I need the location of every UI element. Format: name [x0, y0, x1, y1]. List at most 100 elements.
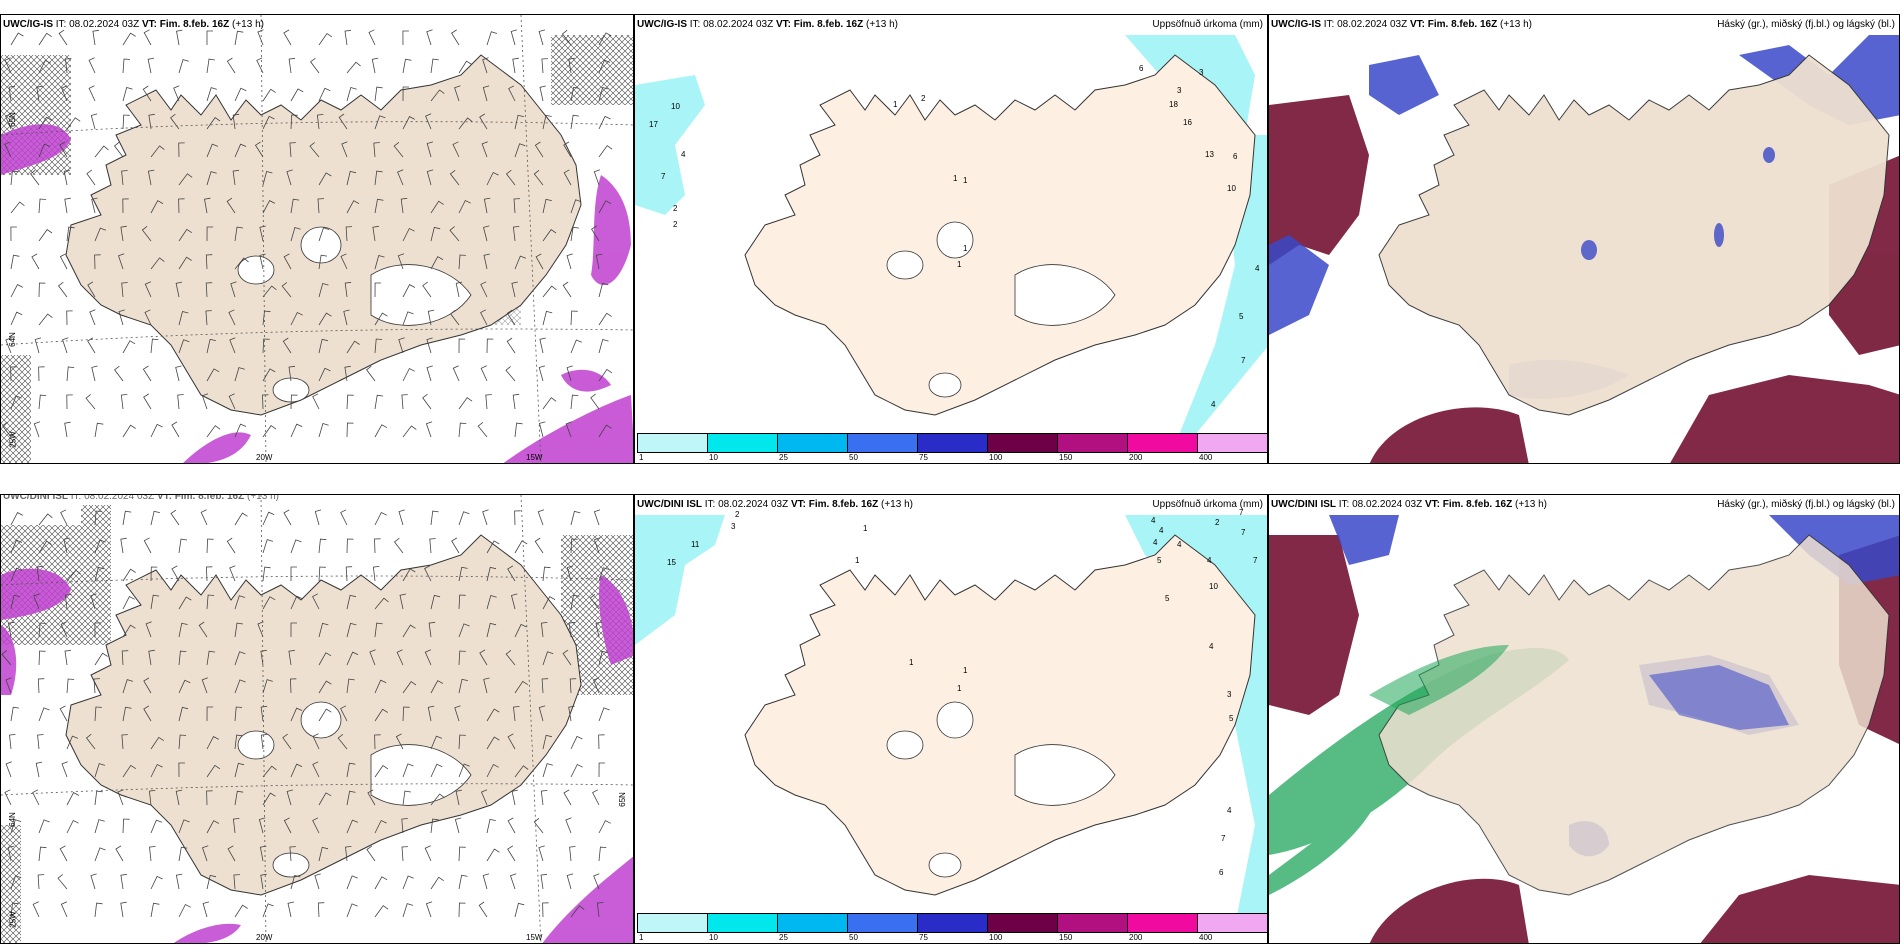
- cloud-title-bottom: Háský (gr.), miðský (fj.bl.) og lágský (…: [1717, 499, 1895, 510]
- precip-value-label: 6: [1219, 868, 1224, 877]
- colorbar-tick-label: 10: [709, 933, 718, 942]
- wind-barb: [64, 421, 71, 438]
- wind-barb: [10, 395, 22, 410]
- wind-barb: [121, 734, 128, 750]
- wind-barb: [260, 873, 267, 890]
- wind-barb: [374, 538, 381, 554]
- wind-barb: [150, 819, 163, 834]
- ice-caps: [886, 221, 1116, 398]
- wind-barb: [66, 678, 75, 694]
- wind-barb: [458, 650, 466, 666]
- wind-barb: [452, 365, 460, 382]
- precip-value-label: 4: [1177, 540, 1182, 549]
- wind-barb: [171, 565, 180, 582]
- wind-barb: [38, 819, 50, 834]
- wind-barb: [206, 117, 221, 130]
- wind-barb: [141, 225, 152, 242]
- wind-barb: [570, 339, 582, 354]
- wind-barb: [33, 421, 41, 438]
- axis-label-65n: 65N: [7, 112, 17, 127]
- wind-barb: [486, 171, 499, 186]
- wind-barb: [454, 705, 461, 722]
- wind-barb: [398, 337, 405, 354]
- wind-barb: [478, 901, 488, 918]
- wind-barb: [344, 29, 351, 46]
- wind-barb: [122, 818, 130, 834]
- wind-barb: [10, 875, 22, 890]
- wind-barb: [402, 568, 416, 582]
- wind-barb: [366, 365, 376, 382]
- wind-barb: [426, 141, 434, 158]
- wind-barb: [598, 424, 612, 438]
- wind-barb: [570, 199, 582, 214]
- wind-barb: [540, 873, 548, 890]
- wind-barb: [486, 338, 494, 354]
- wind-barb: [450, 309, 460, 326]
- wind-barb: [37, 734, 44, 750]
- wind-barb: [10, 366, 17, 382]
- wind-barb: [171, 421, 180, 438]
- wind-barb: [372, 225, 379, 242]
- wind-barb: [318, 254, 328, 270]
- precip-colorbar-ticks-bottom: 1 10 25 50 75 100 150 200 400: [637, 933, 1267, 943]
- wind-barb: [206, 820, 220, 834]
- wind-barb: [4, 789, 12, 806]
- wind-barb: [38, 59, 51, 74]
- wind-barb: [542, 285, 557, 298]
- wind-barb: [94, 790, 103, 806]
- wind-barb: [458, 60, 472, 74]
- wind-barb: [206, 87, 218, 102]
- wind-barb: [542, 229, 557, 242]
- wind-barb: [201, 845, 209, 862]
- wind-barb: [482, 509, 489, 526]
- wind-barb: [570, 763, 583, 778]
- wind-barb: [38, 313, 53, 326]
- wind-barb: [514, 765, 529, 778]
- wind-barb: [598, 339, 609, 354]
- wind-barb: [175, 789, 183, 806]
- wind-barb: [486, 622, 497, 638]
- wind-barb: [426, 169, 434, 186]
- ice-caps: [237, 701, 472, 878]
- wind-barb: [374, 394, 384, 410]
- wind-barb: [178, 142, 185, 158]
- wind-barb: [170, 113, 180, 130]
- wind-barb: [38, 622, 47, 638]
- wind-barb: [507, 817, 516, 834]
- wind-barb: [283, 29, 292, 46]
- wind-barb: [122, 87, 133, 102]
- precip-value-label: 11: [691, 540, 700, 549]
- wind-barb: [57, 874, 68, 890]
- wind-barb: [37, 874, 45, 890]
- wind-barb: [59, 141, 68, 158]
- wind-barb: [201, 393, 209, 410]
- wind-barb: [486, 763, 499, 778]
- wind-barb: [538, 29, 546, 46]
- wind-barb: [290, 423, 303, 438]
- wind-barb: [228, 309, 236, 326]
- precip-value-label: 3: [1199, 68, 1204, 77]
- precip-value-label: 7: [1241, 356, 1246, 365]
- colorbar-tick-label: 200: [1129, 933, 1143, 942]
- wind-barb: [178, 734, 187, 750]
- wind-barb: [122, 764, 137, 778]
- wind-barb: [318, 708, 332, 722]
- wind-barb: [34, 337, 42, 354]
- wind-barb: [542, 310, 553, 326]
- wind-barb: [122, 32, 136, 46]
- wind-barb: [176, 29, 183, 46]
- wind-barb: [4, 57, 12, 74]
- wind-barb: [511, 281, 518, 298]
- wind-barb: [234, 512, 248, 526]
- wind-barb: [38, 282, 46, 298]
- wind-barb: [509, 873, 517, 890]
- wind-barb: [430, 510, 439, 526]
- precip-panel-top: 1017472212116331816136104574511 UWC/IG-I…: [634, 14, 1268, 464]
- colorbar-swatch: [918, 914, 988, 932]
- wind-barb: [561, 29, 572, 46]
- wind-barb: [533, 817, 544, 834]
- wind-barb: [290, 763, 303, 778]
- wind-barb: [122, 424, 136, 438]
